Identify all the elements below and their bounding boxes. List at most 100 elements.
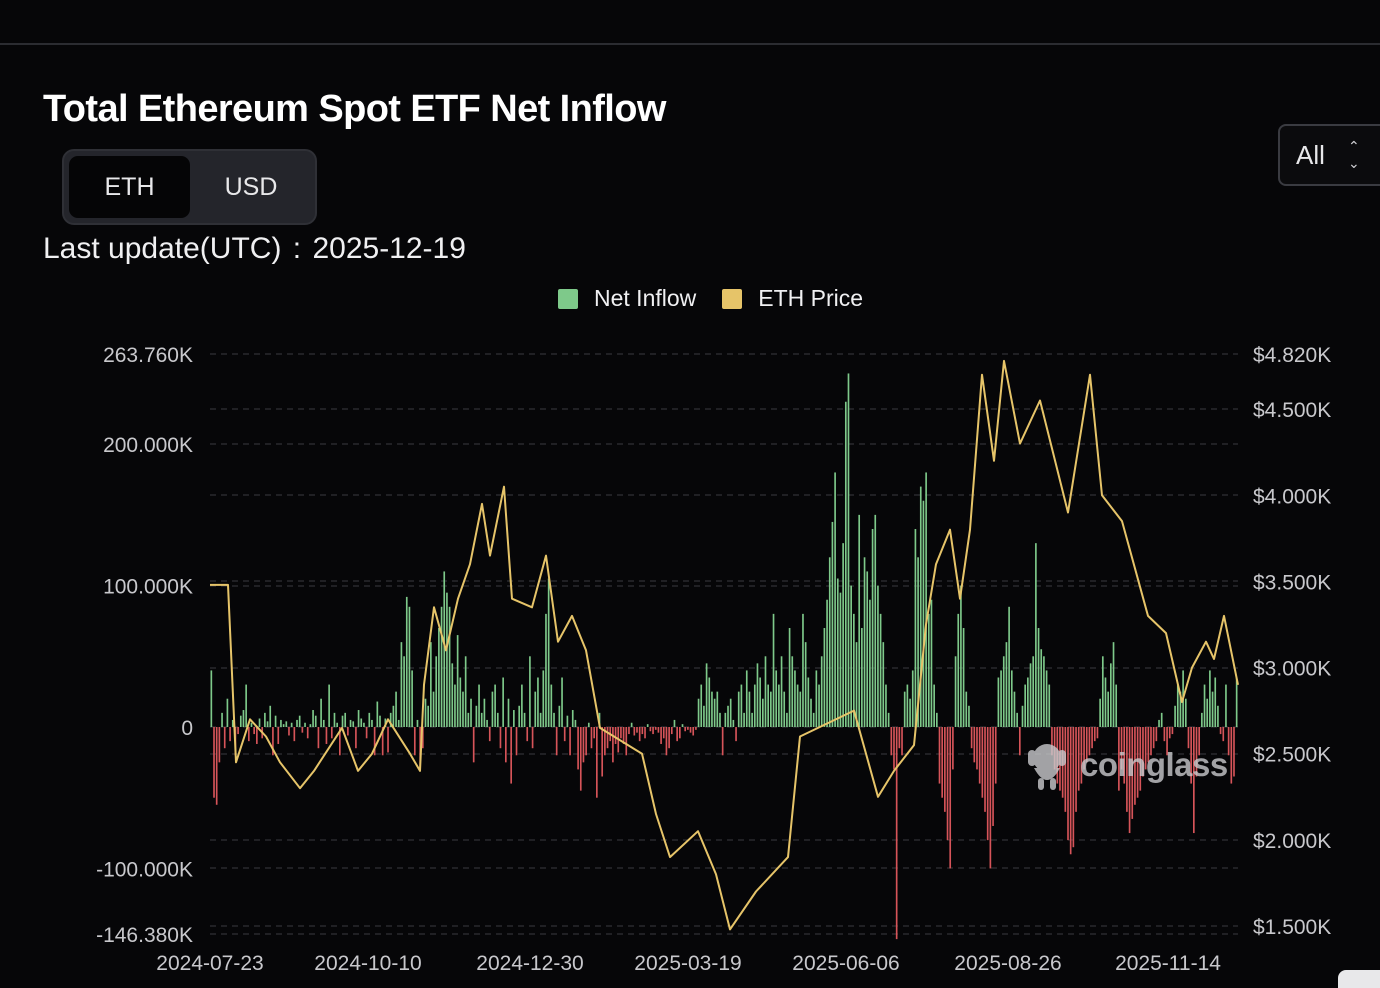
inflow-bar <box>400 642 403 727</box>
inflow-bar <box>906 684 909 727</box>
inflow-bar <box>1176 684 1179 727</box>
inflow-bar <box>1174 705 1176 727</box>
inflow-bar <box>1069 727 1072 855</box>
inflow-bar <box>820 656 823 727</box>
inflow-bar <box>954 656 957 727</box>
inflow-bar <box>652 727 654 735</box>
inflow-bar <box>1209 670 1211 727</box>
inflow-bar <box>451 663 454 727</box>
inflow-bar <box>459 677 462 727</box>
unit-option-usd[interactable]: USD <box>224 172 278 201</box>
inflow-bar <box>213 727 215 798</box>
inflow-bar <box>456 635 459 727</box>
inflow-bar <box>352 721 355 727</box>
inflow-bar <box>791 656 794 727</box>
inflow-bar <box>1107 691 1109 727</box>
inflow-bar <box>336 722 338 727</box>
inflow-bar <box>914 529 917 727</box>
inflow-bar <box>1136 727 1139 798</box>
inflow-bar <box>1211 691 1214 727</box>
corner-button[interactable] <box>1338 970 1380 988</box>
legend-item-net-inflow[interactable]: Net Inflow <box>558 285 696 312</box>
inflow-bar <box>1027 677 1029 727</box>
inflow-bar <box>767 684 769 727</box>
inflow-bar <box>828 557 831 727</box>
inflow-bar <box>1152 727 1155 749</box>
inflow-bar <box>855 642 858 727</box>
inflow-bar <box>1021 705 1024 727</box>
last-update-value: 2025-12-19 <box>312 232 466 265</box>
inflow-bar <box>633 727 636 736</box>
inflow-bar <box>1131 727 1134 819</box>
inflow-bar <box>938 727 941 784</box>
top-divider <box>0 43 1380 45</box>
inflow-bar <box>772 613 775 727</box>
inflow-bar <box>978 727 981 784</box>
inflow-bar <box>416 719 419 727</box>
inflow-bar <box>333 712 336 727</box>
inflow-bar <box>582 727 585 763</box>
y-left-tick-label: -100.000K <box>96 858 193 881</box>
inflow-bar <box>778 684 780 727</box>
unit-toggle[interactable]: ETH USD <box>62 149 317 225</box>
inflow-bar <box>363 722 365 727</box>
inflow-bar <box>349 719 352 727</box>
inflow-bar <box>1142 727 1144 777</box>
inflow-bar <box>941 727 944 798</box>
inflow-bar <box>804 642 807 727</box>
inflow-bar <box>237 727 239 735</box>
legend-swatch-net-inflow <box>558 288 578 309</box>
inflow-bar <box>534 691 537 727</box>
page-title: Total Ethereum Spot ETF Net Inflow <box>43 88 666 130</box>
inflow-bar <box>1233 727 1235 777</box>
inflow-bar <box>620 727 622 739</box>
inflow-bar <box>475 705 478 727</box>
y-right-tick-label: $1.500K <box>1253 916 1331 939</box>
inflow-bar <box>654 727 657 730</box>
inflow-bar <box>649 727 652 732</box>
inflow-bar <box>373 727 376 756</box>
inflow-bar <box>210 670 213 727</box>
eth-price-line <box>210 359 1239 931</box>
inflow-bar <box>355 727 357 749</box>
inflow-bar <box>973 727 976 763</box>
inflow-bar <box>1101 656 1104 727</box>
inflow-bar <box>962 628 965 727</box>
inflow-bar <box>960 585 962 727</box>
inflow-bar <box>379 715 381 727</box>
inflow-bar <box>1144 727 1147 770</box>
range-select[interactable]: All ⌃ ⌄ <box>1278 124 1380 186</box>
inflow-bar <box>341 715 344 727</box>
coinglass-watermark: coinglass <box>1024 740 1228 790</box>
inflow-bar <box>807 677 810 727</box>
unit-option-eth[interactable]: ETH <box>69 156 190 218</box>
inflow-bar <box>513 710 515 727</box>
inflow-bar <box>376 701 379 727</box>
inflow-bar <box>368 712 371 727</box>
inflow-bar <box>483 698 486 727</box>
inflow-bar <box>1088 727 1091 756</box>
inflow-bar <box>1222 727 1225 742</box>
x-tick-label: 2024-10-10 <box>314 952 421 975</box>
inflow-bar <box>927 613 930 727</box>
inflow-bar <box>1016 712 1018 727</box>
inflow-bar <box>590 727 593 749</box>
legend-item-eth-price[interactable]: ETH Price <box>722 285 863 312</box>
inflow-bar <box>392 705 395 727</box>
inflow-bar <box>968 705 970 727</box>
inflow-bar <box>502 677 504 727</box>
inflow-bar <box>272 727 274 756</box>
inflow-bar <box>997 677 1000 727</box>
inflow-bar <box>231 719 234 727</box>
y-right-tick-label: $3.000K <box>1253 658 1331 681</box>
inflow-bar <box>713 698 716 727</box>
inflow-bar <box>930 599 933 727</box>
inflow-bar <box>424 698 427 727</box>
inflow-bar <box>1118 727 1120 791</box>
inflow-bar <box>612 727 614 763</box>
inflow-bar <box>695 727 697 730</box>
inflow-bar <box>397 719 400 727</box>
x-tick-label: 2024-12-30 <box>476 952 583 975</box>
inflow-bar <box>703 705 705 727</box>
inflow-bar <box>684 727 687 732</box>
